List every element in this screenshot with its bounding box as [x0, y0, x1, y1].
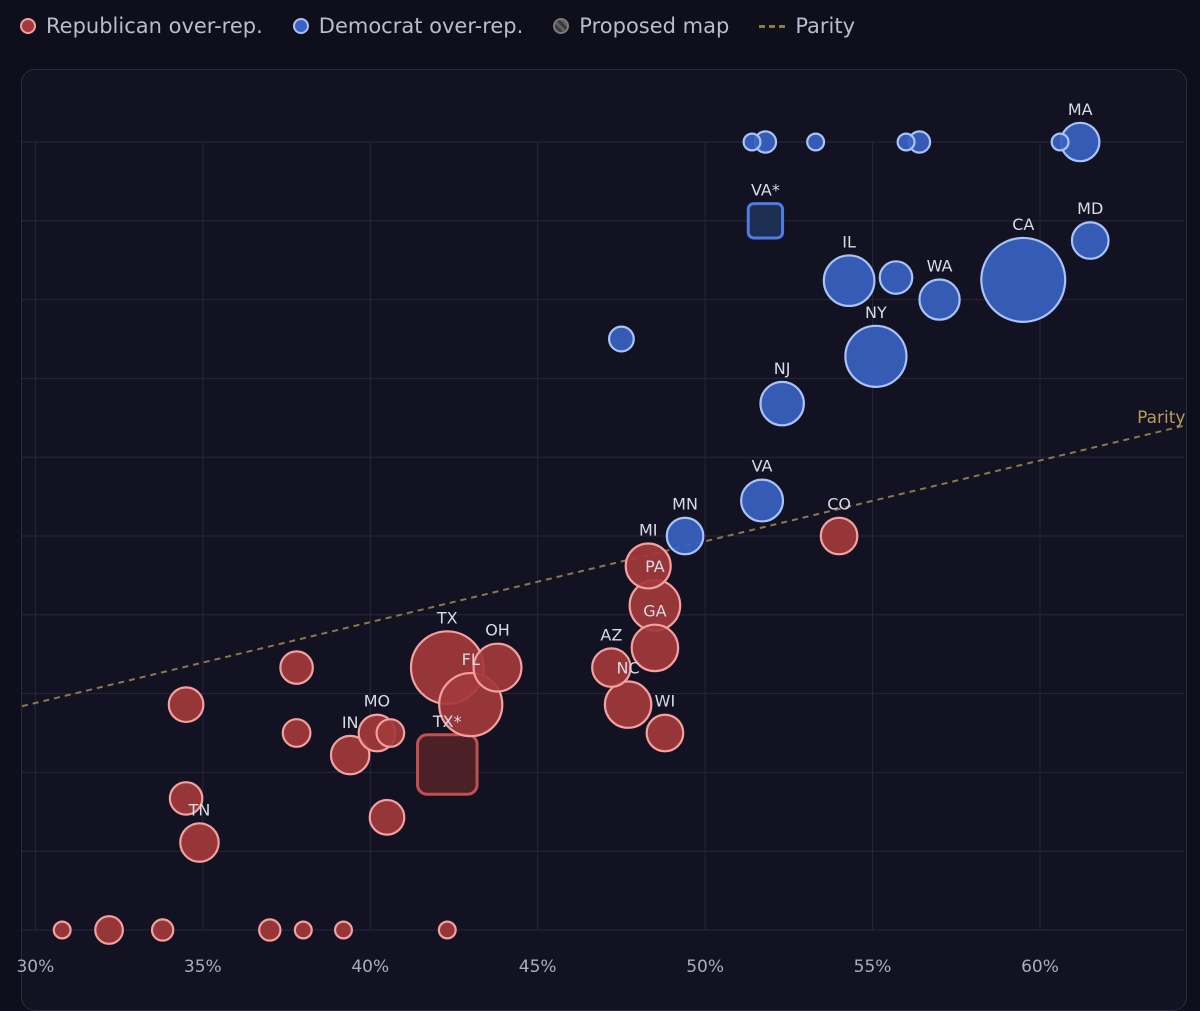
point-label-tn: TN	[188, 800, 211, 819]
parity-line-group	[22, 424, 1184, 708]
point-label-md: MD	[1077, 199, 1103, 218]
point[interactable]	[607, 325, 635, 353]
point[interactable]	[258, 918, 282, 942]
point-label-ny: NY	[865, 303, 887, 322]
x-tick-label: 55%	[854, 957, 892, 977]
legend-label-republican: Republican over-rep.	[46, 14, 263, 38]
point-ca[interactable]	[980, 236, 1067, 323]
legend-label-democrat: Democrat over-rep.	[318, 14, 524, 38]
point-nj[interactable]	[759, 380, 805, 427]
point-label-ma: MA	[1068, 100, 1093, 119]
point[interactable]	[150, 918, 175, 942]
point-va[interactable]	[740, 478, 785, 523]
point-oh[interactable]	[472, 642, 523, 693]
parity-line	[22, 424, 1184, 708]
point-wi[interactable]	[645, 713, 685, 753]
point-label-il: IL	[842, 232, 856, 251]
point-label-ca: CA	[1012, 215, 1034, 234]
point-label-tx: TX	[436, 608, 458, 627]
point-nc[interactable]	[603, 680, 653, 729]
point-label-ga: GA	[643, 602, 666, 621]
x-tick-label: 60%	[1021, 957, 1059, 977]
point-md[interactable]	[1070, 221, 1110, 260]
point-co[interactable]	[819, 516, 859, 556]
point[interactable]	[437, 920, 457, 940]
point[interactable]	[293, 920, 313, 940]
point-labels: Parity MA VA* MD CA IL WA NY NJ VA MN CO MI PA GA AZ NC W…	[188, 100, 1186, 820]
gridlines	[22, 141, 1184, 931]
point-label-nj: NJ	[774, 359, 791, 378]
legend: Republican over-rep. Democrat over-rep. …	[20, 8, 855, 44]
point-label-mo: MO	[364, 692, 390, 711]
point[interactable]	[878, 260, 914, 295]
point[interactable]	[375, 718, 406, 748]
point[interactable]	[167, 686, 205, 724]
x-tick-label: 35%	[184, 957, 222, 977]
data-points	[52, 121, 1110, 945]
legend-item-republican[interactable]: Republican over-rep.	[20, 14, 263, 38]
point-ny[interactable]	[844, 324, 908, 388]
point-label-fl: FL	[462, 650, 480, 669]
republican-swatch-icon	[20, 18, 36, 34]
point-mi[interactable]	[624, 542, 672, 590]
point-label-va: VA*	[751, 181, 780, 200]
point-label-mn: MN	[672, 495, 698, 514]
point-label-va: VA	[752, 457, 773, 476]
point[interactable]	[279, 650, 314, 685]
point[interactable]	[896, 132, 916, 152]
legend-item-proposed[interactable]: Proposed map	[553, 14, 729, 38]
point-label-wi: WI	[655, 692, 676, 711]
point-va-proposed[interactable]	[746, 202, 785, 240]
point[interactable]	[52, 920, 72, 940]
parity-label: Parity	[1137, 408, 1185, 428]
point-ga[interactable]	[630, 623, 680, 673]
point-il[interactable]	[822, 254, 876, 308]
x-tick-label: 30%	[16, 957, 54, 977]
point-label-pa: PA	[645, 557, 665, 576]
chart-panel	[21, 69, 1187, 1011]
point-tn[interactable]	[179, 822, 220, 863]
point-label-tx: TX*	[432, 712, 462, 731]
point-label-in: IN	[342, 713, 359, 732]
point-label-co: CO	[827, 495, 851, 514]
legend-label-proposed: Proposed map	[579, 14, 730, 38]
x-tick-label: 40%	[351, 957, 389, 977]
parity-dash-icon	[759, 24, 786, 28]
legend-item-democrat[interactable]: Democrat over-rep.	[292, 14, 524, 38]
proposed-map-swatch-icon	[553, 18, 570, 34]
democrat-swatch-icon	[292, 18, 309, 34]
x-tick-label: 50%	[686, 957, 724, 977]
point-label-az: AZ	[600, 625, 622, 644]
point-tx-proposed[interactable]	[416, 733, 479, 796]
point-az[interactable]	[591, 647, 632, 688]
point[interactable]	[742, 132, 762, 152]
point[interactable]	[168, 781, 204, 816]
point-label-oh: OH	[485, 621, 510, 640]
point[interactable]	[368, 798, 406, 836]
legend-label-parity: Parity	[795, 14, 856, 38]
point-label-wa: WA	[927, 257, 953, 276]
point-label-mi: MI	[639, 520, 658, 539]
x-axis-ticks: 30% 35% 40% 45% 50% 55% 60%	[16, 957, 1058, 977]
point-label-nc: NC	[617, 658, 640, 677]
legend-item-parity[interactable]: Parity	[759, 14, 855, 38]
point[interactable]	[94, 915, 124, 945]
point-mn[interactable]	[665, 516, 705, 556]
point[interactable]	[1050, 132, 1070, 152]
point[interactable]	[806, 132, 826, 152]
x-tick-label: 45%	[519, 957, 557, 977]
point-in[interactable]	[329, 734, 371, 776]
point[interactable]	[281, 718, 312, 748]
point-wa[interactable]	[918, 278, 961, 321]
scatter-plot: Parity MA VA* MD CA IL WA NY NJ VA MN CO MI PA GA AZ NC W…	[16, 100, 1186, 977]
point[interactable]	[333, 920, 353, 940]
